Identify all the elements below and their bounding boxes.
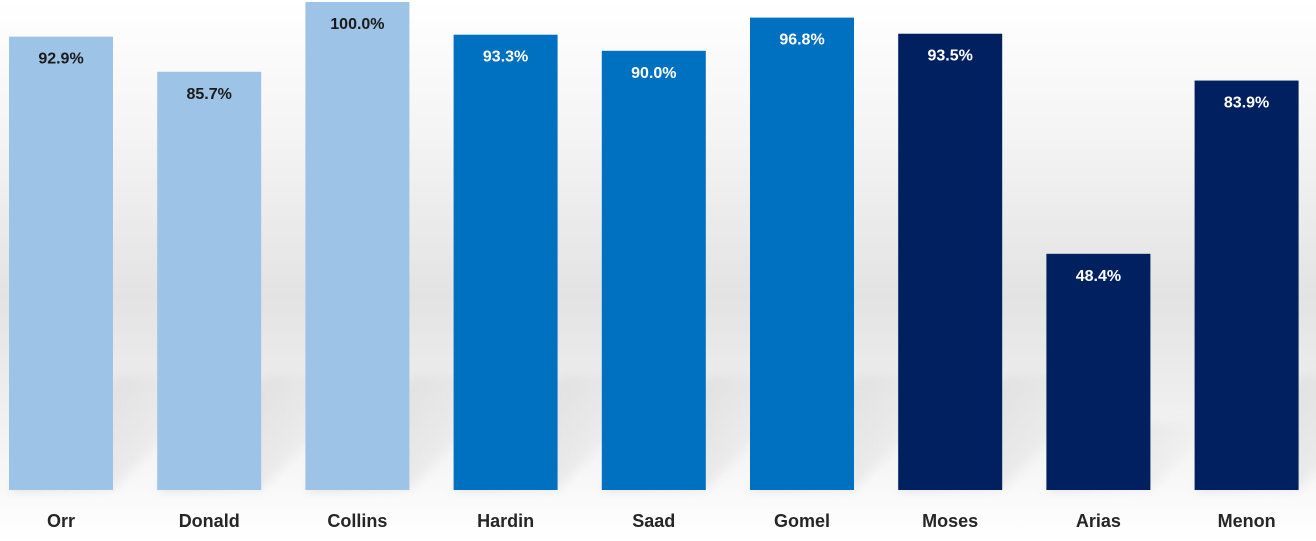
- category-label-arias: Arias: [1076, 511, 1121, 531]
- value-label-orr: 92.9%: [38, 51, 83, 68]
- bar-donald: [157, 71, 262, 490]
- bar-gomel: [750, 17, 854, 491]
- value-label-menon: 83.9%: [1224, 95, 1269, 112]
- category-label-gomel: Gomel: [774, 511, 830, 531]
- bar-orr: [9, 36, 113, 490]
- value-label-saad: 90.0%: [631, 65, 676, 82]
- value-label-collins: 100.0%: [330, 16, 384, 33]
- bar-collins: [305, 2, 410, 490]
- category-label-saad: Saad: [632, 511, 675, 531]
- category-label-collins: Collins: [327, 511, 387, 531]
- value-label-moses: 93.5%: [928, 48, 973, 65]
- bar-arias: [1046, 253, 1151, 490]
- category-label-donald: Donald: [179, 511, 240, 531]
- bar-saad: [601, 50, 706, 491]
- bar-moses: [898, 33, 1003, 490]
- category-label-orr: Orr: [47, 511, 75, 531]
- bar-menon: [1194, 80, 1299, 491]
- value-label-arias: 48.4%: [1076, 268, 1121, 285]
- bar-hardin: [453, 34, 558, 491]
- value-label-hardin: 93.3%: [483, 49, 528, 66]
- category-label-menon: Menon: [1218, 511, 1276, 531]
- category-labels: Orr Donald Collins Hardin Saad Gomel Moses Aria…: [47, 511, 1276, 531]
- value-labels: 92.9% 85.7% 100.0% 93.3% 90.0% 96.8% 93.5% 48.4…: [38, 16, 1269, 285]
- value-label-gomel: 96.8%: [779, 32, 824, 49]
- bars: [9, 2, 1299, 491]
- category-label-hardin: Hardin: [477, 511, 534, 531]
- value-label-donald: 85.7%: [187, 86, 232, 103]
- category-label-moses: Moses: [922, 511, 978, 531]
